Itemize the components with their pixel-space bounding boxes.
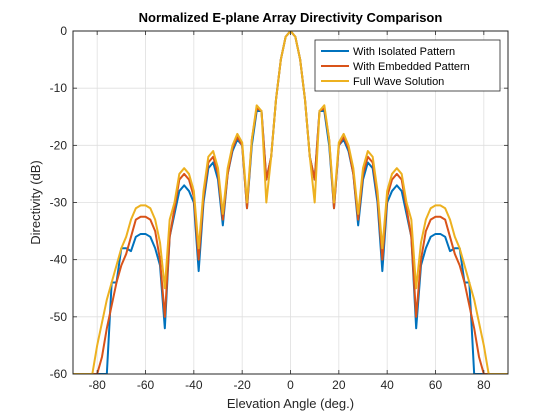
legend-label-with-isolated-pattern: With Isolated Pattern <box>353 46 455 58</box>
y-tick-label: -40 <box>50 253 68 267</box>
ticks: -80 -60 -40 -20 0 20 40 60 80 0 -10 -20 -30 -40 -50 -60 <box>50 24 508 392</box>
x-tick-label: -80 <box>88 378 106 392</box>
x-tick-label: -40 <box>185 378 203 392</box>
y-tick-label: -60 <box>50 367 68 381</box>
legend-label-with-embedded-pattern: With Embedded Pattern <box>353 61 470 73</box>
chart-title: Normalized E-plane Array Directivity Com… <box>139 10 443 25</box>
y-tick-label: -50 <box>50 310 68 324</box>
series-line-full-wave-solution <box>73 31 508 374</box>
x-axis-label: Elevation Angle (deg.) <box>227 396 354 411</box>
series-line-with-isolated-pattern <box>73 31 508 374</box>
x-tick-label: 40 <box>380 378 394 392</box>
series-layer <box>73 31 508 374</box>
y-tick-label: 0 <box>60 24 67 38</box>
x-tick-label: -20 <box>233 378 251 392</box>
y-axis-label: Directivity (dB) <box>28 160 43 245</box>
series-line-with-embedded-pattern <box>73 31 508 374</box>
y-tick-label: -10 <box>50 81 68 95</box>
legend-label-full-wave-solution: Full Wave Solution <box>353 76 444 88</box>
x-tick-label: 0 <box>287 378 294 392</box>
y-tick-label: -30 <box>50 196 68 210</box>
x-tick-label: -60 <box>137 378 155 392</box>
y-tick-label: -20 <box>50 138 68 152</box>
x-tick-label: 80 <box>477 378 491 392</box>
x-tick-label: 60 <box>429 378 443 392</box>
legend: With Isolated Pattern With Embedded Patte… <box>314 39 501 92</box>
x-tick-label: 20 <box>332 378 346 392</box>
